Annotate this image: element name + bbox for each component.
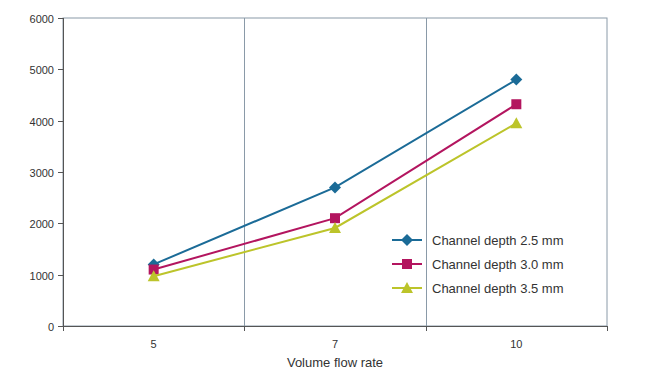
x-tick [63, 326, 64, 331]
y-axis [63, 18, 64, 326]
x-tick-label: 7 [332, 338, 338, 350]
y-tick-label: 2000 [30, 218, 54, 230]
y-tick [58, 18, 63, 19]
point [329, 222, 341, 233]
point [510, 74, 522, 86]
x-tick-label: 10 [510, 338, 522, 350]
y-tick [58, 326, 63, 327]
y-tick-label: 1000 [30, 270, 54, 282]
legend-marker [402, 259, 412, 269]
y-tick-label: 0 [48, 321, 54, 333]
series-line [154, 123, 517, 276]
grid-line [244, 18, 245, 326]
legend-marker [401, 282, 413, 293]
y-tick-label: 5000 [30, 64, 54, 76]
plot-frame [63, 18, 607, 326]
legend: Channel depth 2.5 mm Channel depth 3.0 mm… [392, 233, 564, 296]
legend-label: Channel depth 2.5 mm [432, 233, 564, 248]
legend-label: Channel depth 3.0 mm [432, 257, 564, 272]
grid-line [426, 18, 427, 326]
y-tick [58, 121, 63, 122]
legend-marker [401, 234, 413, 246]
x-tick [244, 326, 245, 331]
chart: 0 1000 2000 3000 4000 5000 6000 5 7 10 Volume flow… [0, 0, 647, 381]
x-axis-label: Volume flow rate [287, 355, 383, 370]
point [148, 270, 160, 281]
point [511, 99, 521, 109]
point [330, 213, 340, 223]
y-tick [58, 275, 63, 276]
x-tick [607, 326, 608, 331]
plot-area [148, 74, 523, 282]
x-tick [426, 326, 427, 331]
y-tick-label: 6000 [30, 13, 54, 25]
y-tick [58, 69, 63, 70]
x-tick-label: 5 [151, 338, 157, 350]
x-axis [63, 326, 607, 327]
y-tick-label: 4000 [30, 116, 54, 128]
legend-label: Channel depth 3.5 mm [432, 281, 564, 296]
y-tick [58, 223, 63, 224]
y-tick-label: 3000 [30, 167, 54, 179]
point [510, 117, 522, 128]
y-tick [58, 172, 63, 173]
point [329, 181, 341, 193]
